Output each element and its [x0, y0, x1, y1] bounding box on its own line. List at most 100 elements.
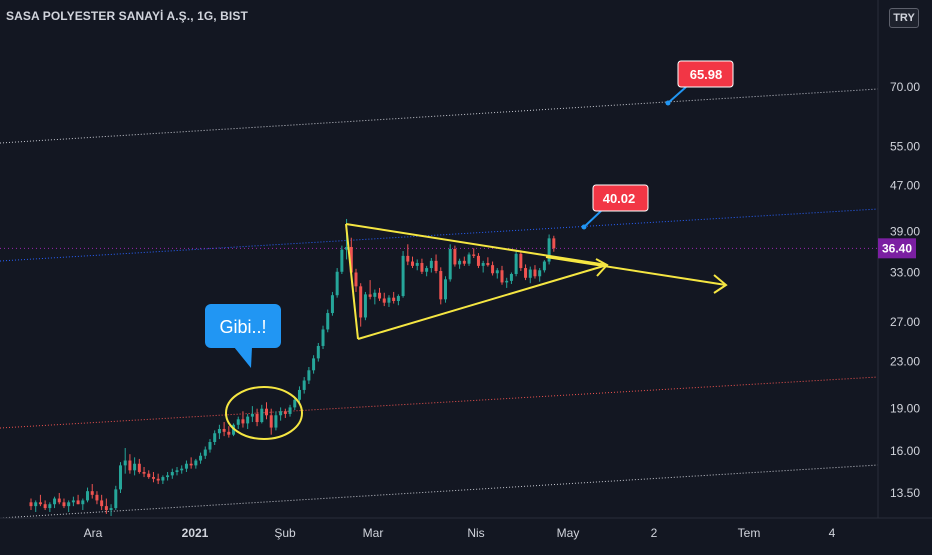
candle-body — [48, 504, 52, 509]
price-tick-label: 13.50 — [890, 486, 920, 500]
candle-body — [43, 504, 47, 509]
candle-body — [213, 433, 217, 443]
target-point — [665, 100, 671, 106]
candle-body — [547, 238, 551, 262]
target-label: 40.02 — [603, 191, 636, 206]
candle-body — [429, 260, 433, 269]
candle-body — [38, 502, 42, 505]
candle-body — [326, 313, 330, 330]
labels: 65.98 40.02 Gibi..! — [205, 60, 734, 368]
candles — [29, 218, 556, 516]
candle-body — [151, 477, 155, 479]
time-tick-label: Şub — [274, 526, 296, 540]
candle-body — [53, 498, 57, 505]
candle-body — [368, 294, 372, 297]
triangle-upper-line — [345, 223, 608, 266]
last-price-label: 36.40 — [882, 241, 912, 255]
candle-body — [156, 478, 160, 481]
triangle-left-side — [345, 223, 359, 340]
currency-button[interactable]: TRY — [889, 8, 919, 28]
candle-body — [180, 468, 184, 471]
price-axis[interactable]: 13.50 16.00 19.00 23.00 27.00 33.00 39.00 47.00… — [878, 80, 920, 500]
candle-body — [114, 489, 118, 509]
target-badge — [592, 184, 649, 212]
time-tick-label: Tem — [738, 526, 761, 540]
target-pointer — [583, 210, 602, 228]
time-tick-label: Mar — [363, 526, 384, 540]
candle-body — [340, 249, 344, 272]
candle-body — [236, 419, 240, 425]
candle-body — [420, 262, 424, 272]
candle-body — [552, 238, 556, 249]
candle-body — [509, 274, 513, 281]
candle-body — [86, 491, 90, 501]
price-tick-label: 16.00 — [890, 444, 920, 458]
candle-body — [307, 370, 311, 381]
candle-body — [448, 248, 452, 280]
candle-body — [382, 298, 386, 303]
breakout-arrow-line — [545, 256, 727, 286]
highlight-ellipse — [225, 386, 303, 440]
candle-body — [137, 463, 141, 472]
candle-body — [109, 508, 113, 511]
price-tick-label: 70.00 — [890, 80, 920, 94]
candle-body — [378, 292, 382, 299]
candle-body — [505, 280, 509, 283]
candle-body — [330, 295, 334, 314]
candle-body — [222, 428, 226, 432]
candle-body — [392, 297, 396, 302]
time-tick-label: 2021 — [182, 526, 209, 540]
candle-body — [481, 262, 485, 266]
candle-body — [194, 460, 198, 466]
candle-body — [170, 471, 174, 476]
candle-body — [387, 297, 391, 303]
candle-body — [57, 498, 61, 503]
candle-body — [533, 269, 537, 277]
candle-body — [279, 411, 283, 416]
candle-body — [118, 465, 122, 490]
candle-body — [265, 408, 268, 416]
price-tick-label: 47.00 — [890, 178, 920, 192]
time-tick-label: May — [557, 526, 580, 540]
candle-body — [458, 260, 462, 265]
candle-body — [142, 471, 146, 474]
time-axis[interactable]: Ara 2021 Şub Mar Nis May 2 Tem 4 — [84, 526, 836, 540]
channel-line-mid — [0, 208, 879, 262]
candle-body — [302, 380, 306, 390]
price-axis-panel — [878, 0, 932, 550]
candle-body — [363, 294, 367, 318]
candle-body — [349, 246, 353, 273]
candle-body — [538, 270, 542, 277]
time-tick-label: 4 — [829, 526, 836, 540]
price-tick-label: 23.00 — [890, 355, 920, 369]
target-label: 65.98 — [690, 67, 723, 82]
time-tick-label: Ara — [84, 526, 103, 540]
guide-lines — [0, 88, 879, 519]
price-tick-label: 19.00 — [890, 402, 920, 416]
candle-body — [128, 460, 132, 471]
triangle-lower-line — [357, 264, 608, 340]
candle-body — [495, 270, 499, 274]
price-tick-label: 39.00 — [890, 224, 920, 238]
candle-body — [335, 271, 339, 296]
candle-body — [288, 407, 292, 414]
candle-body — [184, 463, 188, 469]
candle-body — [255, 413, 259, 423]
candle-body — [293, 399, 297, 408]
candle-body — [90, 491, 94, 495]
candle-body — [396, 296, 400, 302]
candle-body — [100, 500, 104, 507]
candle-body — [34, 502, 38, 507]
candle-body — [147, 473, 151, 478]
candle-body — [104, 506, 108, 511]
candle-body — [354, 272, 358, 287]
target-pointer — [667, 86, 687, 104]
candle-body — [453, 248, 457, 265]
candle-body — [316, 345, 320, 359]
candle-body — [274, 415, 278, 428]
candle-body — [208, 442, 212, 450]
breakout-arrow-head — [713, 274, 728, 294]
candle-body — [439, 271, 443, 300]
